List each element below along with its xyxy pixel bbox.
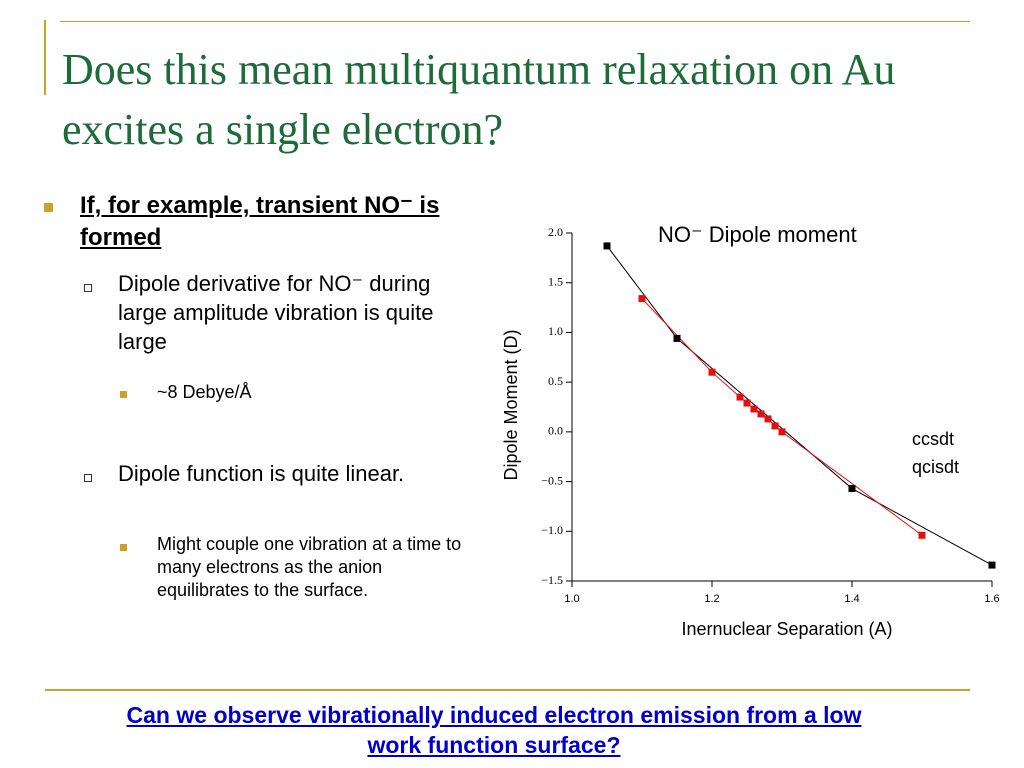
data-point xyxy=(708,368,716,376)
x-axis-label: Inernuclear Separation (A) xyxy=(681,619,892,639)
y-axis-label: Dipole Moment (D) xyxy=(501,329,521,480)
legend-label: qcisdt xyxy=(912,457,959,477)
y-tick-label: 2.0 xyxy=(548,225,563,239)
bullet-marker xyxy=(120,391,127,398)
y-tick-label: −1.0 xyxy=(541,523,563,537)
bullet: If, for example, transient NO⁻ is formed xyxy=(80,192,440,251)
y-tick-label: −1.5 xyxy=(541,573,563,587)
bullet: Might couple one vibration at a time to … xyxy=(157,534,462,600)
data-point xyxy=(750,405,758,413)
accent-bar xyxy=(44,20,46,95)
legend-label: ccsdt xyxy=(912,429,954,449)
data-point xyxy=(673,334,681,342)
slide-title: Does this mean multiquantum relaxation o… xyxy=(62,45,896,154)
bullet-marker xyxy=(84,284,92,292)
data-point xyxy=(603,242,611,250)
top-rule xyxy=(60,21,970,22)
bullet: ~8 Debye/Å xyxy=(157,382,252,402)
y-tick-label: 0.5 xyxy=(548,374,563,388)
y-tick-label: −0.5 xyxy=(541,473,563,487)
x-tick-label: 1.2 xyxy=(704,593,719,605)
data-point xyxy=(778,428,786,436)
bullet-marker xyxy=(84,474,92,482)
data-point xyxy=(848,485,856,493)
data-point xyxy=(743,399,751,407)
bullet-marker xyxy=(44,203,53,212)
x-tick-label: 1.0 xyxy=(564,593,579,605)
chart-title: NO⁻ Dipole moment xyxy=(658,222,857,247)
data-point xyxy=(771,422,779,430)
data-point xyxy=(764,415,772,423)
y-tick-label: 1.0 xyxy=(548,324,563,338)
bullet-marker xyxy=(120,544,127,551)
bullet: Dipole derivative for NO⁻ during large a… xyxy=(118,271,434,354)
series-line xyxy=(606,245,993,566)
data-point xyxy=(757,410,765,418)
series-line xyxy=(641,298,923,536)
bullet: Dipole function is quite linear. xyxy=(118,461,405,486)
y-tick-label: 1.5 xyxy=(548,274,563,288)
x-tick-label: 1.4 xyxy=(844,593,859,605)
x-tick-label: 1.6 xyxy=(984,593,999,605)
footer-question: Can we observe vibrationally induced ele… xyxy=(126,702,862,758)
data-point xyxy=(918,531,926,539)
data-point xyxy=(638,295,646,303)
y-tick-label: 0.0 xyxy=(548,424,563,438)
data-point xyxy=(736,393,744,401)
bottom-rule xyxy=(45,689,970,691)
data-point xyxy=(988,561,996,569)
